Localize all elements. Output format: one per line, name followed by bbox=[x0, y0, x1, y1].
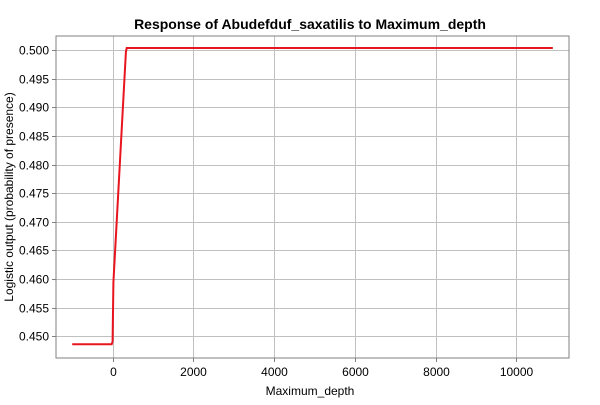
x-tick-label: 8000 bbox=[423, 365, 450, 379]
x-tick-label: 10000 bbox=[500, 365, 534, 379]
x-axis-label: Maximum_depth bbox=[266, 384, 355, 398]
x-tick-label: 2000 bbox=[180, 365, 207, 379]
plot-area-frame bbox=[55, 35, 570, 359]
y-tick-label: 0.490 bbox=[19, 101, 49, 115]
chart-title: Response of Abudefduf_saxatilis to Maxim… bbox=[134, 16, 486, 32]
grid-lines bbox=[56, 36, 569, 358]
y-tick-label: 0.475 bbox=[19, 187, 49, 201]
x-axis-ticks: 0 2000 4000 6000 8000 10000 bbox=[110, 358, 534, 379]
response-curve-line bbox=[72, 47, 553, 346]
y-tick-label: 0.500 bbox=[19, 44, 49, 58]
y-tick-label: 0.450 bbox=[19, 330, 49, 344]
x-tick-label: 0 bbox=[110, 365, 117, 379]
x-tick-label: 6000 bbox=[342, 365, 369, 379]
series-layer bbox=[72, 47, 553, 346]
y-tick-label: 0.460 bbox=[19, 273, 49, 287]
y-tick-label: 0.465 bbox=[19, 244, 49, 258]
y-tick-label: 0.470 bbox=[19, 216, 49, 230]
y-axis-label: Logistic output (probability of presence… bbox=[2, 92, 16, 301]
y-axis-ticks: 0.450 0.455 0.460 0.465 0.470 0.475 0.480 0.485… bbox=[19, 44, 56, 344]
y-tick-label: 0.495 bbox=[19, 73, 49, 87]
x-tick-label: 4000 bbox=[261, 365, 288, 379]
y-tick-label: 0.485 bbox=[19, 130, 49, 144]
y-tick-label: 0.480 bbox=[19, 159, 49, 173]
y-tick-label: 0.455 bbox=[19, 302, 49, 316]
